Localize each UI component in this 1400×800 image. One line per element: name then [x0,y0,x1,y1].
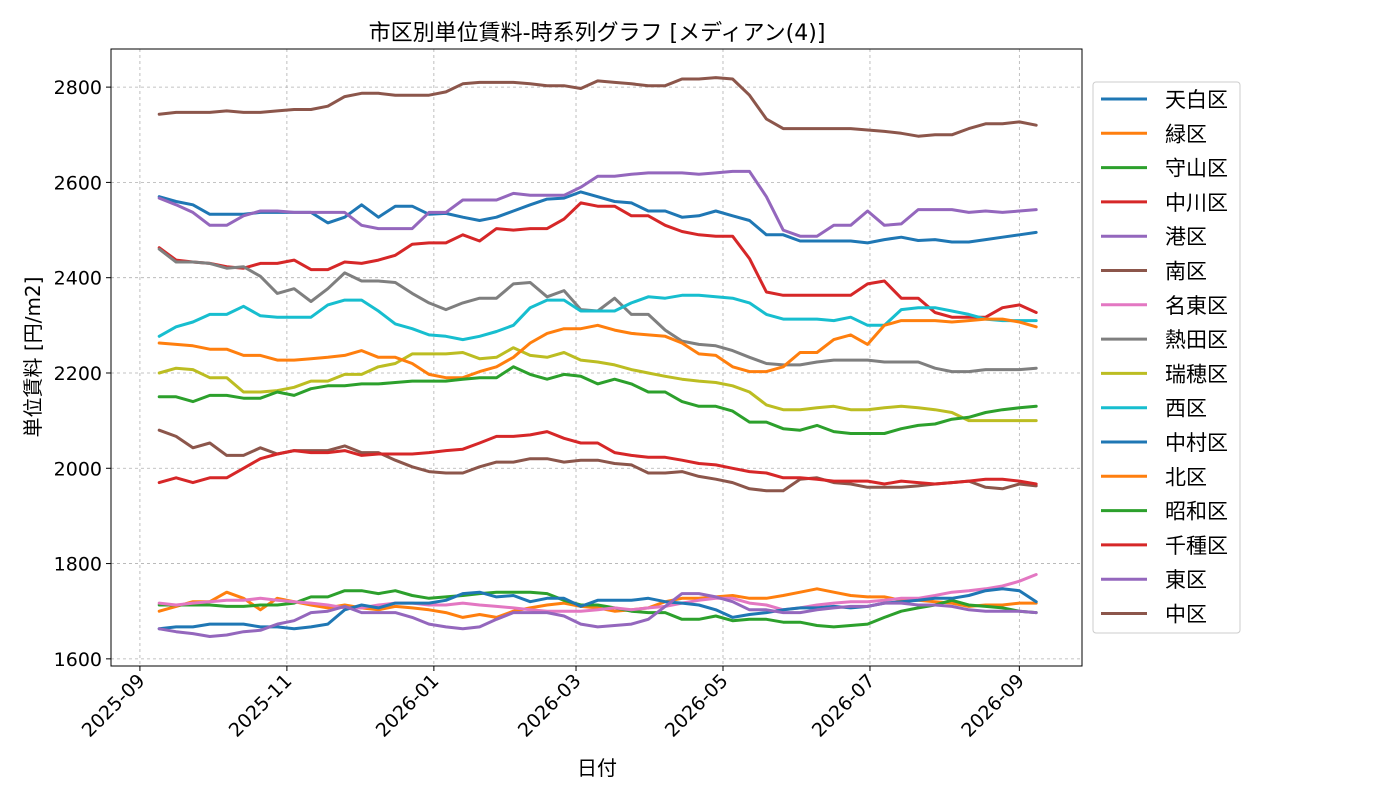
y-tick-label: 2200 [54,363,102,385]
series-line-15 [157,76,1038,138]
legend-label: 熱田区 [1165,328,1228,352]
series-line-8 [157,346,1038,423]
y-tick-label: 1600 [54,649,102,671]
y-tick-label: 1800 [54,554,102,576]
legend-label: 昭和区 [1165,500,1228,524]
x-tick-label: 2025-09 [78,670,150,742]
series-line-6 [157,573,1038,613]
y-tick-label: 2000 [54,458,102,480]
legend-label: 北区 [1165,465,1207,489]
series-line-12 [157,365,1038,435]
legend-label: 名東区 [1165,294,1228,318]
plot-area-frame [110,48,1083,667]
series-line-14 [157,592,1038,638]
x-tick-label: 2025-11 [225,670,297,742]
x-tick-label: 2026-09 [957,670,1029,742]
x-axis-label: 日付 [577,756,617,780]
series-lines [157,76,1038,638]
series-line-11 [157,317,1038,380]
y-axis-label: 単位賃料 [円/m2] [21,277,45,438]
x-tick-label: 2026-05 [661,670,733,742]
series-line-2 [157,589,1038,629]
chart-title: 市区別単位賃料-時系列グラフ [メディアン(4)] [369,21,826,46]
legend-label: 千種区 [1165,534,1228,558]
x-tick-label: 2026-01 [372,670,444,742]
x-tick-label: 2026-03 [514,670,586,742]
grid [111,49,1082,666]
series-line-13 [157,430,1038,486]
legend-label: 中川区 [1165,191,1228,215]
y-tick-label: 2600 [54,172,102,194]
legend-label: 瑞穂区 [1165,362,1228,386]
x-tick-label: 2026-07 [808,670,880,742]
legend-label: 天白区 [1165,88,1228,112]
legend-label: 東区 [1165,568,1207,592]
legend-label: 港区 [1165,225,1207,249]
series-line-4 [157,169,1038,238]
series-line-3 [157,201,1038,319]
legend-label: 南区 [1165,260,1207,284]
y-tick-label: 2800 [54,77,102,99]
legend: 天白区緑区守山区中川区港区南区名東区熱田区瑞穂区西区中村区北区昭和区千種区東区中… [1092,81,1241,634]
series-line-0 [157,190,1038,245]
legend-box [1092,81,1241,634]
legend-label: 西区 [1165,397,1207,421]
series-line-9 [157,293,1038,342]
legend-label: 中区 [1165,603,1207,627]
legend-label: 守山区 [1165,157,1228,181]
legend-label: 緑区 [1165,122,1207,146]
y-tick-label: 2400 [54,268,102,290]
legend-label: 中村区 [1165,431,1228,455]
